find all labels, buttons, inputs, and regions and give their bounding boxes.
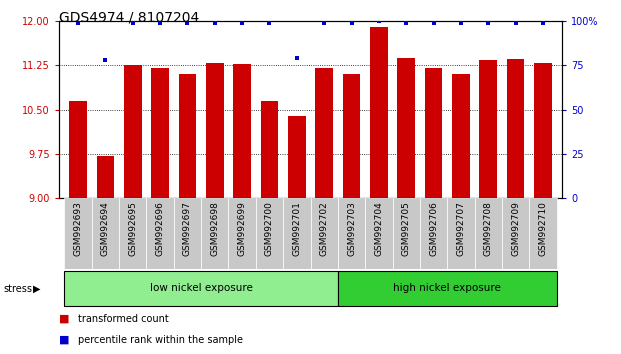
Point [510,20,520,26]
Text: GSM992695: GSM992695 [129,201,137,256]
Bar [507,59,524,354]
Text: GSM992703: GSM992703 [347,201,356,256]
Bar [529,198,556,269]
Text: GSM992693: GSM992693 [74,201,83,256]
Bar [310,198,338,269]
Point [292,56,302,61]
Bar [92,198,119,269]
Bar [147,198,174,269]
Text: GSM992700: GSM992700 [265,201,274,256]
Bar [65,271,338,306]
Bar [452,74,469,354]
Point [128,20,138,26]
Text: GSM992706: GSM992706 [429,201,438,256]
Bar [502,198,529,269]
Bar [338,271,556,306]
Bar [420,198,447,269]
Text: GSM992701: GSM992701 [292,201,301,256]
Text: transformed count: transformed count [78,314,168,324]
Bar [365,198,392,269]
Text: ■: ■ [59,314,70,324]
Point [237,20,247,26]
Point [265,20,274,26]
Point [101,57,111,63]
Bar [288,116,306,354]
Point [538,20,548,26]
Bar [370,27,388,354]
Text: percentile rank within the sample: percentile rank within the sample [78,335,243,345]
Text: ▶: ▶ [33,284,40,293]
Text: GDS4974 / 8107204: GDS4974 / 8107204 [59,11,199,25]
Bar [97,156,114,354]
Bar [206,63,224,354]
Text: GSM992710: GSM992710 [538,201,547,256]
Text: GSM992709: GSM992709 [511,201,520,256]
Point [73,20,83,26]
Bar [343,74,360,354]
Text: GSM992696: GSM992696 [156,201,165,256]
Bar [474,198,502,269]
Bar [70,101,87,354]
Bar [229,198,256,269]
Bar [447,198,474,269]
Text: GSM992708: GSM992708 [484,201,492,256]
Text: GSM992707: GSM992707 [456,201,465,256]
Bar [338,198,365,269]
Bar [174,198,201,269]
Bar [201,198,229,269]
Point [401,20,411,26]
Text: GSM992705: GSM992705 [402,201,410,256]
Bar [283,198,310,269]
Text: ■: ■ [59,335,70,345]
Bar [534,63,551,354]
Point [483,20,493,26]
Bar [65,198,92,269]
Bar [479,59,497,354]
Point [456,20,466,26]
Point [374,18,384,24]
Bar [397,58,415,354]
Point [183,20,193,26]
Text: GSM992698: GSM992698 [211,201,219,256]
Bar [315,68,333,354]
Bar [233,64,251,354]
Bar [392,198,420,269]
Point [428,20,438,26]
Text: low nickel exposure: low nickel exposure [150,283,253,293]
Bar [119,198,147,269]
Text: high nickel exposure: high nickel exposure [393,283,501,293]
Bar [256,198,283,269]
Text: GSM992694: GSM992694 [101,201,110,256]
Point [319,20,329,26]
Point [155,20,165,26]
Bar [425,68,442,354]
Bar [152,68,169,354]
Text: GSM992702: GSM992702 [320,201,329,256]
Text: GSM992697: GSM992697 [183,201,192,256]
Point [347,20,356,26]
Point [210,20,220,26]
Bar [179,74,196,354]
Text: stress: stress [3,284,32,293]
Bar [261,101,278,354]
Text: GSM992699: GSM992699 [238,201,247,256]
Text: GSM992704: GSM992704 [374,201,383,256]
Bar [124,65,142,354]
